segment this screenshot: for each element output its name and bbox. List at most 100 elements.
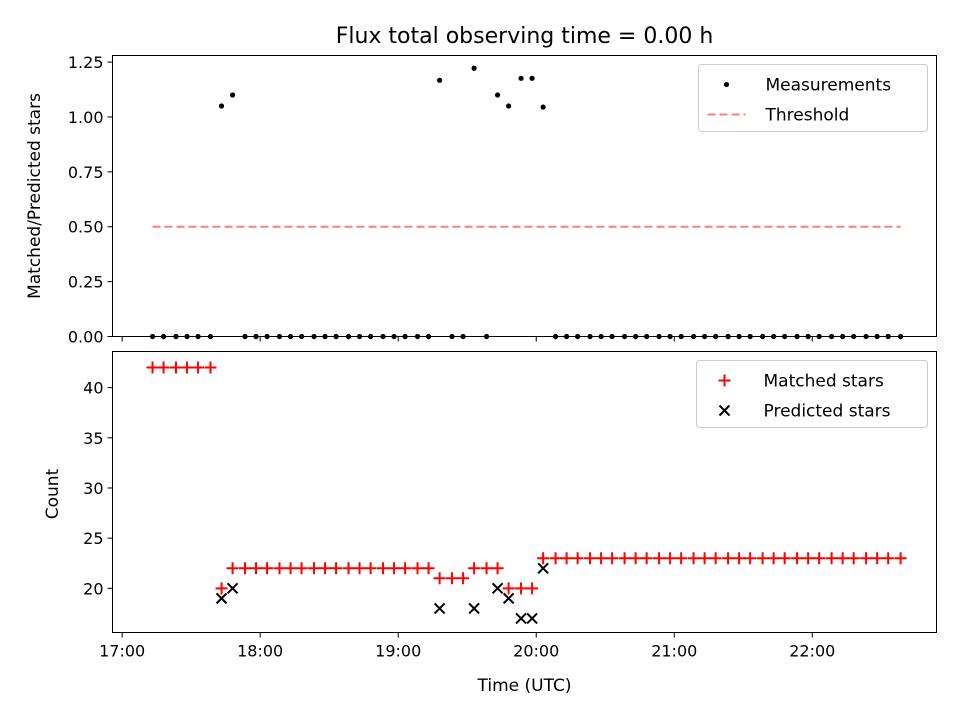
chart-title: Flux total observing time = 0.00 h (336, 24, 714, 49)
legend-label: Predicted stars (764, 402, 891, 422)
matched-star-marker (629, 552, 642, 565)
measurement-point (229, 92, 236, 98)
matched-star-marker (204, 361, 217, 374)
top-axes: Flux total observing time = 0.00 h Match… (25, 24, 937, 347)
matched-star-marker (653, 552, 666, 565)
y-tick-label: 20 (83, 579, 103, 598)
bottom-x-ticks: 17:00 18:00 19:00 20:00 21:00 22:00 (99, 632, 835, 661)
measurement-point (437, 77, 443, 83)
x-tick-label: 22:00 (789, 642, 835, 661)
legend-box (698, 64, 928, 132)
matched-star-marker (813, 552, 826, 565)
matched-star-marker (882, 552, 895, 565)
matched-star-marker (836, 552, 849, 565)
measurement-point (471, 65, 477, 71)
matched-star-marker (388, 562, 401, 575)
y-tick-label: 0.00 (68, 328, 104, 347)
bottom-axes-frame (112, 351, 937, 633)
y-tick-label: 1.25 (68, 53, 104, 72)
matched-star-marker (709, 552, 722, 565)
top-x-ticks (121, 336, 813, 342)
matched-star-marker (595, 552, 608, 565)
matched-star-marker (802, 552, 815, 565)
legend-label: Matched stars (764, 372, 884, 392)
bottom-axes: Count Time (UTC) 20 25 30 35 40 17:00 18:00 19… (43, 351, 937, 696)
bottom-y-axis-label: Count (43, 468, 63, 519)
matched-star-marker (342, 562, 355, 575)
matched-star-marker (284, 562, 297, 575)
matched-star-marker (537, 552, 550, 565)
legend-predicted-swatch (718, 404, 731, 417)
measurement-point (529, 75, 535, 81)
matched-star-marker (468, 562, 481, 575)
matched-star-marker (446, 572, 459, 585)
matched-star-marker (377, 562, 390, 575)
matched-star-marker (664, 552, 677, 565)
predicted-star-marker (468, 602, 480, 615)
matched-star-marker (169, 361, 182, 374)
bottom-y-ticks: 20 25 30 35 40 (83, 379, 113, 598)
bottom-plot-area (146, 361, 907, 625)
matched-star-marker (675, 552, 688, 565)
matched-star-marker (791, 552, 804, 565)
matched-star-marker (860, 552, 873, 565)
matched-star-marker (192, 361, 205, 374)
x-tick-label: 18:00 (237, 642, 283, 661)
matched-star-marker (560, 552, 573, 565)
x-axis-label: Time (UTC) (477, 676, 572, 696)
matched-star-marker (181, 361, 194, 374)
y-tick-label: 0.50 (68, 218, 104, 237)
y-tick-label: 0.75 (68, 163, 104, 182)
matched-star-marker (733, 552, 746, 565)
y-tick-label: 30 (83, 479, 103, 498)
matched-star-marker (308, 562, 321, 575)
matched-star-marker (295, 562, 308, 575)
matched-star-marker (411, 562, 424, 575)
matched-star-marker (330, 562, 343, 575)
matched-star-marker (825, 552, 838, 565)
top-y-axis-label: Matched/Predicted stars (25, 93, 45, 299)
matched-star-marker (640, 552, 653, 565)
matched-star-marker (364, 562, 377, 575)
matched-star-marker (871, 552, 884, 565)
matched-star-marker (515, 582, 528, 595)
matched-star-marker (847, 552, 860, 565)
bottom-legend: Matched stars Predicted stars (696, 360, 928, 428)
matched-star-marker (584, 552, 597, 565)
matched-star-marker (215, 582, 228, 595)
y-tick-label: 40 (83, 379, 103, 398)
matched-star-marker (146, 361, 159, 374)
top-legend: Measurements Threshold (698, 64, 928, 132)
measurement-point (540, 104, 546, 110)
matched-star-marker (422, 562, 435, 575)
matched-star-marker (157, 361, 170, 374)
predicted-star-marker (515, 612, 527, 625)
predicted-star-marker (537, 562, 549, 574)
matched-star-marker (239, 562, 252, 575)
y-tick-label: 0.25 (68, 273, 104, 292)
matched-star-marker (618, 552, 631, 565)
matched-star-marker (250, 562, 263, 575)
legend-box (696, 360, 928, 428)
matched-star-marker (767, 552, 780, 565)
matched-star-marker (756, 552, 769, 565)
matched-star-marker (606, 552, 619, 565)
legend-measurement-swatch (723, 81, 730, 88)
top-y-ticks: 0.00 0.25 0.50 0.75 1.00 1.25 (68, 53, 113, 347)
measurement-point (494, 92, 501, 98)
y-tick-label: 1.00 (68, 108, 104, 127)
matched-star-marker (894, 552, 907, 565)
matched-star-marker (744, 552, 757, 565)
matched-star-marker (722, 552, 735, 565)
matched-star-marker (399, 562, 412, 575)
matched-star-marker (261, 562, 274, 575)
matched-star-marker (778, 552, 791, 565)
matched-star-marker (571, 552, 584, 565)
predicted-star-marker (215, 592, 228, 605)
matched-star-marker (491, 562, 504, 575)
y-tick-label: 25 (83, 529, 103, 548)
y-tick-label: 35 (83, 429, 103, 448)
matched-star-marker (226, 562, 239, 575)
top-axes-frame (112, 55, 937, 337)
measurement-point (218, 103, 225, 109)
